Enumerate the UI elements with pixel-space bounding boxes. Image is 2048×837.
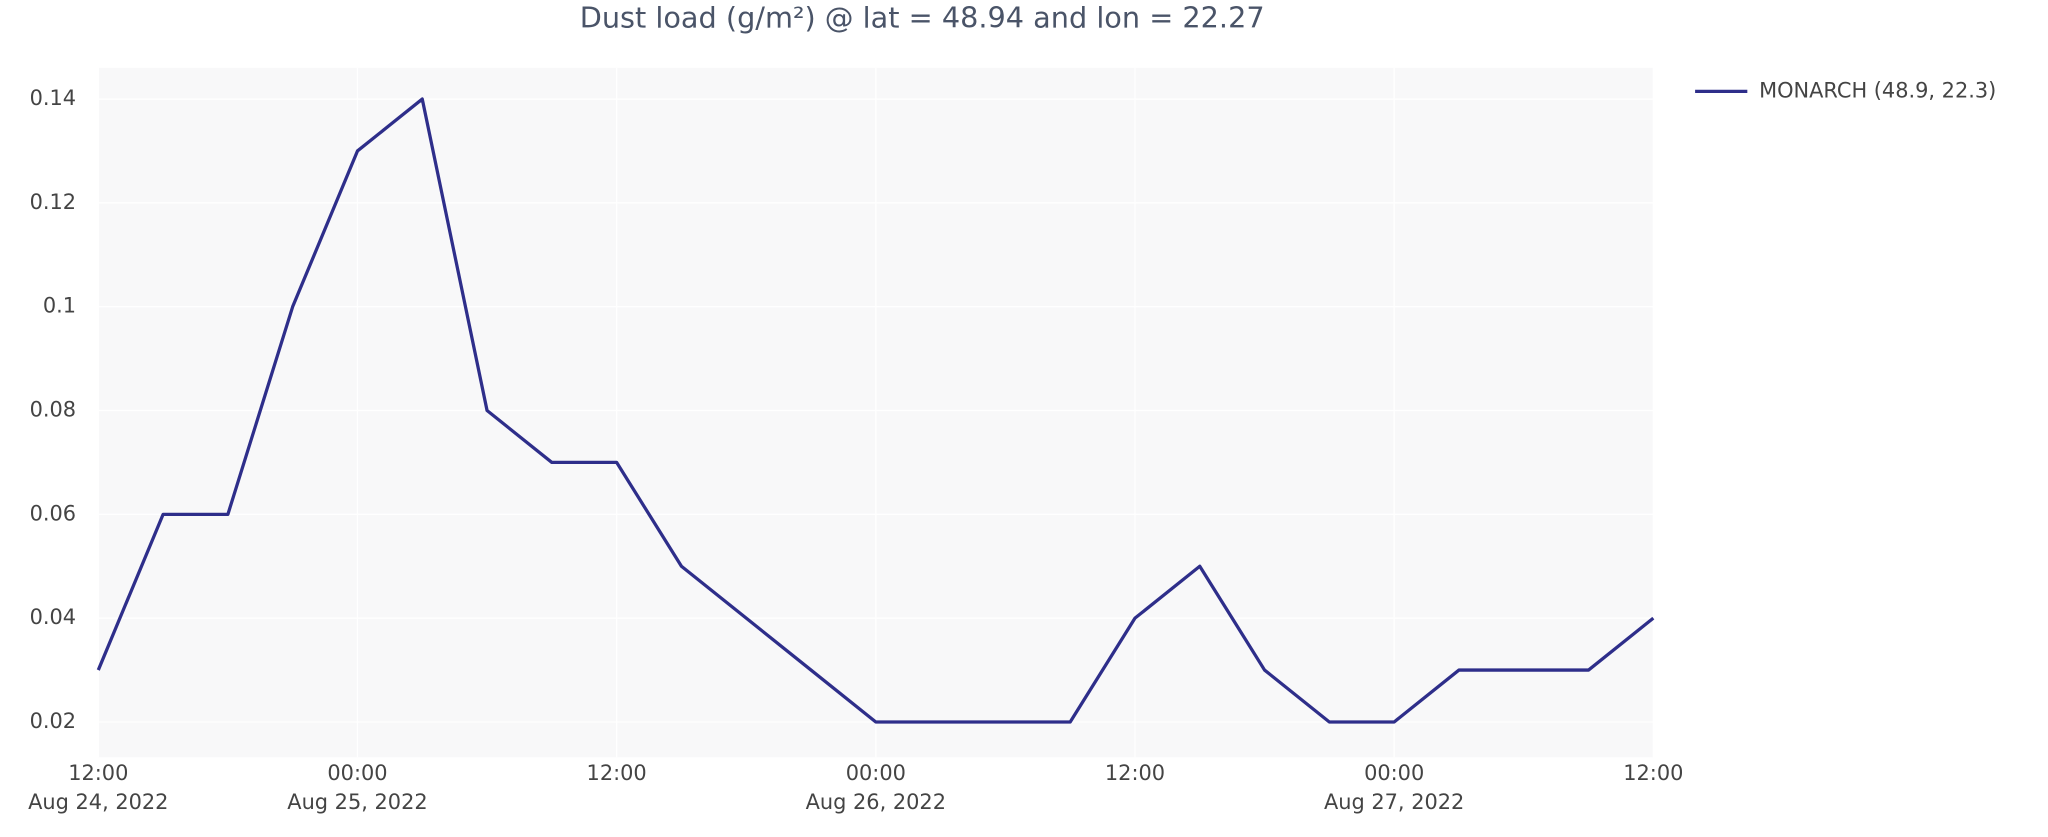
x-tick-label: 00:00 <box>1364 761 1424 785</box>
x-tick-label: Aug 26, 2022 <box>806 790 946 814</box>
y-tick-label: 0.02 <box>30 709 76 733</box>
data-line <box>96 97 1655 724</box>
x-tick-label: 00:00 <box>327 761 387 785</box>
x-tick-label: 12:00 <box>587 761 647 785</box>
x-tick-label: Aug 24, 2022 <box>28 790 168 814</box>
y-tick-label: 0.04 <box>30 605 76 629</box>
y-tick-label: 0.06 <box>30 501 76 525</box>
y-tick-label: 0.12 <box>30 190 76 214</box>
x-tick-label: 12:00 <box>1623 761 1683 785</box>
x-tick-label: 12:00 <box>68 761 128 785</box>
y-tick-label: 0.14 <box>30 86 76 110</box>
legend-label: MONARCH (48.9, 22.3) <box>1759 78 1996 102</box>
x-tick-label: 12:00 <box>1105 761 1165 785</box>
y-tick-label: 0.1 <box>43 294 76 318</box>
x-tick-label: 00:00 <box>846 761 906 785</box>
chart-title: Dust load (g/m²) @ lat = 48.94 and lon =… <box>580 1 1265 35</box>
x-tick-label: Aug 27, 2022 <box>1324 790 1464 814</box>
y-tick-label: 0.08 <box>30 398 76 422</box>
x-tick-label: Aug 25, 2022 <box>287 790 427 814</box>
